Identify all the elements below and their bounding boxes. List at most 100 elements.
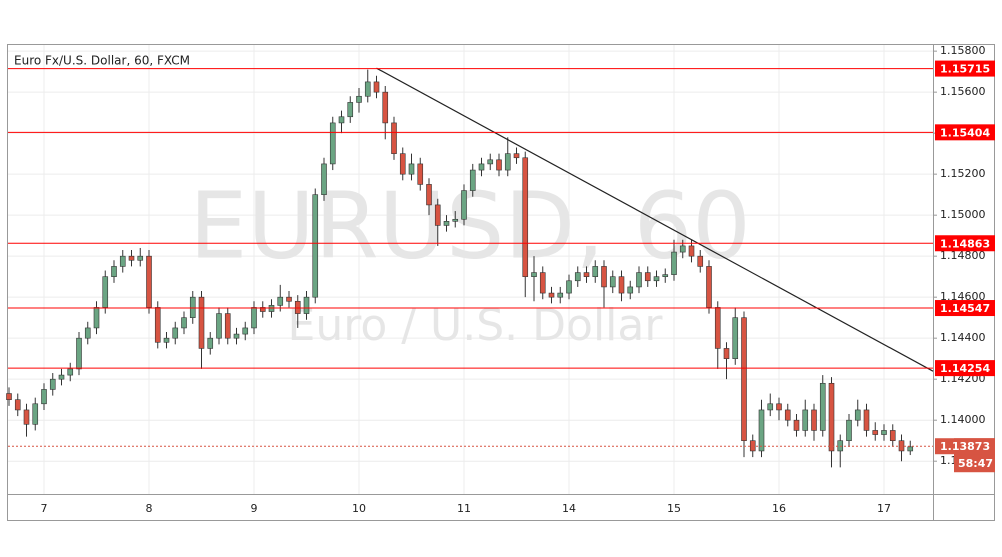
grid [8, 45, 933, 494]
candle-body [426, 184, 432, 206]
candle-body [618, 276, 625, 294]
candle-body [14, 399, 21, 411]
x-tick-label: 11 [457, 502, 471, 515]
candle-body [163, 337, 170, 343]
candle-body [811, 409, 817, 431]
candle-body [119, 255, 126, 267]
candle-body [443, 221, 450, 226]
candle-body [828, 382, 835, 452]
candle-body [321, 163, 327, 195]
candle-body [802, 409, 809, 431]
candle-body [461, 190, 467, 220]
candle-body [189, 296, 196, 318]
candle-body [128, 255, 135, 261]
x-tick-label: 7 [41, 502, 48, 515]
candle-body [233, 333, 240, 339]
candle-body [329, 122, 336, 165]
candle-body [679, 245, 686, 253]
candle-body [758, 409, 765, 452]
x-tick-label: 10 [352, 502, 366, 515]
candle-body [294, 300, 301, 314]
candle-body [452, 218, 459, 222]
candle-body [662, 274, 669, 277]
last-price-badge-top [935, 438, 995, 455]
level-badge [935, 300, 995, 317]
candle-body [723, 348, 730, 359]
candle-body [41, 389, 47, 405]
candle-body [434, 204, 441, 226]
level-badge [935, 124, 995, 141]
candle-body [23, 409, 30, 425]
candle-body [84, 327, 91, 339]
candle-body [303, 296, 310, 314]
y-tick-label: 1.14800 [940, 249, 986, 262]
candle-body [373, 81, 380, 93]
candle-body [504, 153, 511, 171]
candle-body [312, 194, 319, 298]
candle-body [688, 245, 695, 257]
candle-body [146, 255, 152, 308]
candle-body [732, 317, 739, 359]
candle-body [102, 276, 109, 308]
candle-body [627, 286, 634, 294]
candle-body [58, 374, 65, 380]
candle-body [601, 266, 607, 288]
candle-body [671, 251, 677, 275]
candle-body [111, 266, 117, 277]
level-badge [935, 360, 995, 377]
candle-body [557, 292, 564, 298]
y-tick-label: 1.15000 [940, 208, 986, 221]
x-tick-label: 14 [562, 502, 576, 515]
candle-body [251, 307, 257, 329]
y-tick-label: 1.14600 [940, 290, 986, 303]
candle-body [907, 446, 914, 452]
candle-body [172, 327, 179, 339]
candle-body [548, 292, 555, 298]
last-price-label: 1.13873 [940, 440, 990, 453]
candle-body [609, 276, 616, 288]
x-tick-label: 9 [251, 502, 258, 515]
level-label: 1.14254 [940, 362, 990, 375]
candle-body [76, 337, 82, 370]
candle-body [881, 430, 887, 435]
plot [6, 67, 934, 468]
candle-body [6, 393, 12, 400]
candle-body [32, 403, 39, 425]
candle-body [767, 403, 774, 411]
candle-body [181, 317, 187, 329]
x-tick-label: 8 [146, 502, 153, 515]
level-label: 1.15404 [940, 126, 990, 139]
candle-body [776, 403, 782, 411]
candle-body [854, 409, 861, 421]
candle-body [224, 313, 231, 339]
trendline [376, 67, 934, 372]
candle-body [872, 430, 879, 435]
level-badge [935, 235, 995, 252]
y-tick-label: 1.15800 [940, 44, 986, 57]
candle-body [382, 91, 389, 124]
candle-body [574, 272, 581, 282]
level-badge [935, 60, 995, 77]
candle-body [793, 419, 800, 431]
candle-body [49, 378, 56, 390]
candle-body [583, 272, 590, 277]
candle-body [198, 296, 205, 349]
candle-body [496, 159, 502, 171]
candle-body [93, 307, 100, 329]
level-label: 1.14547 [940, 302, 990, 315]
candle-body [566, 280, 572, 294]
candle-body [207, 337, 214, 349]
candle-body [137, 255, 144, 261]
candle-body [338, 116, 345, 124]
candle-body [417, 163, 424, 185]
axis: 1.138001.140001.142001.144001.146001.148… [41, 44, 995, 515]
candle-body [216, 313, 222, 339]
y-tick-label: 1.15600 [940, 85, 986, 98]
frame [7, 44, 995, 521]
candle-body [242, 327, 249, 335]
x-tick-label: 15 [667, 502, 681, 515]
candle-body [408, 163, 415, 175]
candle-body [846, 419, 852, 441]
